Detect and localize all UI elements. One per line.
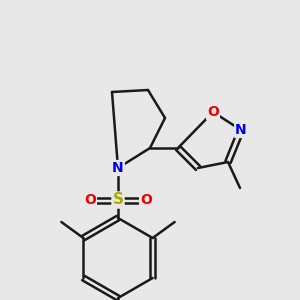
Text: O: O [207,105,219,119]
Text: N: N [235,123,247,137]
Text: O: O [140,193,152,207]
Text: S: S [112,193,124,208]
Text: O: O [84,193,96,207]
Text: N: N [112,161,124,175]
